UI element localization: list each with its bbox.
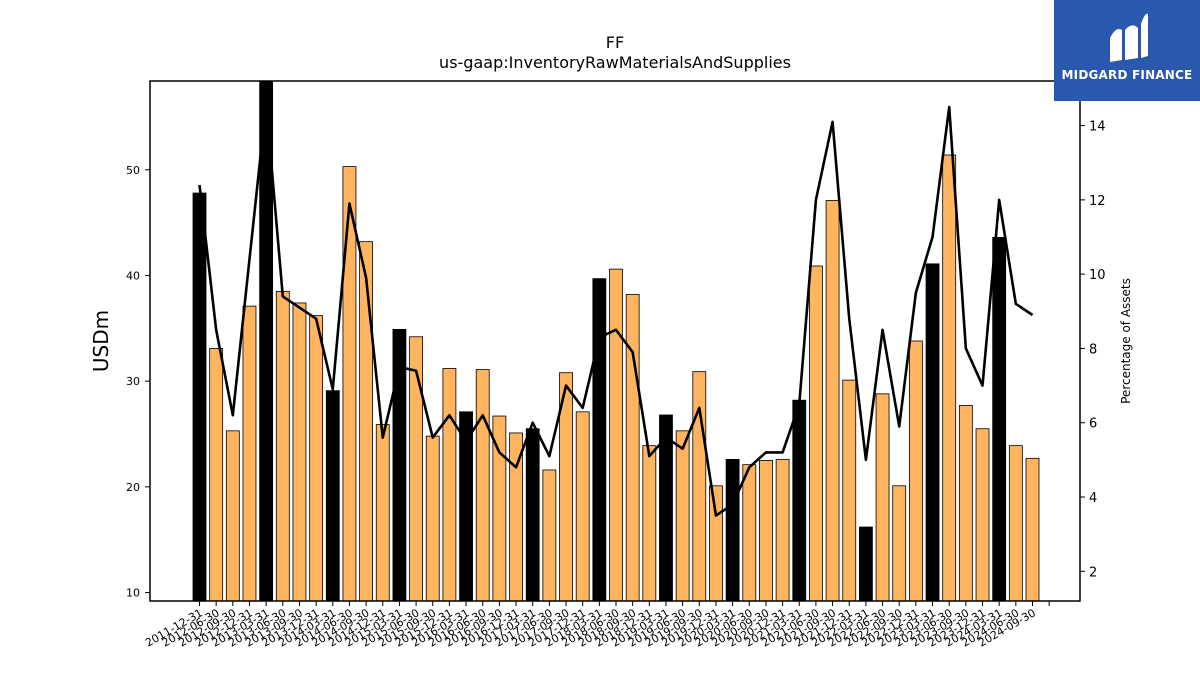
bar bbox=[742, 464, 757, 601]
y-axis-label: USDm bbox=[89, 310, 113, 372]
y2-tick-label: 14 bbox=[1089, 120, 1106, 135]
chart-title: FF bbox=[606, 33, 624, 52]
bar bbox=[359, 241, 374, 601]
y2-axis-label: Percentage of Assets bbox=[1119, 278, 1133, 404]
bar bbox=[958, 405, 973, 601]
bar bbox=[492, 415, 507, 601]
y2-tick-label: 10 bbox=[1089, 268, 1106, 283]
bar bbox=[809, 265, 823, 601]
bar bbox=[409, 336, 423, 601]
bar bbox=[775, 458, 790, 601]
bar bbox=[575, 411, 590, 601]
bar bbox=[542, 469, 557, 601]
bar bbox=[892, 485, 907, 601]
bar bbox=[659, 414, 673, 601]
y-axis-right: 2 4 6 8 10 12 14 bbox=[1080, 120, 1106, 580]
y2-tick-label: 8 bbox=[1089, 342, 1097, 357]
bar bbox=[192, 192, 207, 601]
bar bbox=[992, 237, 1007, 601]
bar bbox=[908, 340, 923, 601]
bar bbox=[525, 428, 540, 601]
bar bbox=[459, 411, 473, 601]
y-axis-left: 10 20 30 40 50 bbox=[126, 164, 150, 600]
bar bbox=[709, 485, 723, 601]
bar bbox=[625, 294, 640, 601]
bar bbox=[1025, 457, 1040, 601]
bar bbox=[792, 399, 807, 601]
bar bbox=[325, 390, 340, 601]
y-tick-label: 40 bbox=[126, 269, 140, 282]
bar bbox=[975, 428, 990, 601]
bar bbox=[675, 430, 690, 601]
y2-tick-label: 4 bbox=[1089, 491, 1097, 506]
logo-text: MIDGARD FINANCE bbox=[1061, 68, 1193, 82]
bar bbox=[342, 166, 357, 601]
bar bbox=[642, 445, 657, 601]
bar bbox=[209, 347, 224, 601]
y-tick-label: 30 bbox=[126, 375, 140, 388]
brand-logo: MIDGARD FINANCE bbox=[1054, 0, 1200, 101]
y2-tick-label: 2 bbox=[1089, 565, 1097, 580]
line-path bbox=[198, 101, 1034, 517]
bar-series bbox=[192, 81, 1040, 601]
bar bbox=[275, 290, 290, 601]
x-axis: 2011-12-312012-06-302012-09-302012-12-31… bbox=[143, 601, 1050, 650]
bar bbox=[292, 302, 307, 601]
bar bbox=[725, 458, 740, 601]
bar bbox=[759, 460, 773, 601]
bar bbox=[1008, 445, 1023, 601]
bar bbox=[692, 371, 707, 601]
y2-tick-label: 12 bbox=[1089, 194, 1106, 209]
bar bbox=[859, 526, 873, 601]
bar bbox=[475, 369, 490, 601]
midgard-logo-icon bbox=[1110, 13, 1148, 62]
bar bbox=[592, 278, 607, 601]
y-tick-label: 10 bbox=[126, 587, 140, 600]
bar bbox=[375, 424, 390, 601]
plot-frame bbox=[149, 80, 1081, 602]
bar bbox=[225, 430, 240, 601]
bar bbox=[242, 305, 257, 601]
bar bbox=[309, 315, 324, 601]
bar bbox=[392, 328, 407, 601]
bar bbox=[509, 432, 523, 601]
bar bbox=[825, 200, 840, 601]
y-tick-label: 50 bbox=[126, 164, 140, 177]
bar bbox=[609, 268, 623, 601]
chart-subtitle: us-gaap:InventoryRawMaterialsAndSupplies bbox=[439, 53, 791, 72]
bar bbox=[442, 368, 457, 601]
bar bbox=[842, 379, 857, 601]
bar bbox=[425, 435, 440, 601]
bar bbox=[942, 154, 957, 601]
y-tick-label: 20 bbox=[126, 481, 140, 494]
percentage-line-series bbox=[198, 101, 1034, 517]
bar bbox=[875, 393, 890, 601]
y2-tick-label: 6 bbox=[1089, 417, 1097, 432]
bar bbox=[925, 263, 940, 601]
